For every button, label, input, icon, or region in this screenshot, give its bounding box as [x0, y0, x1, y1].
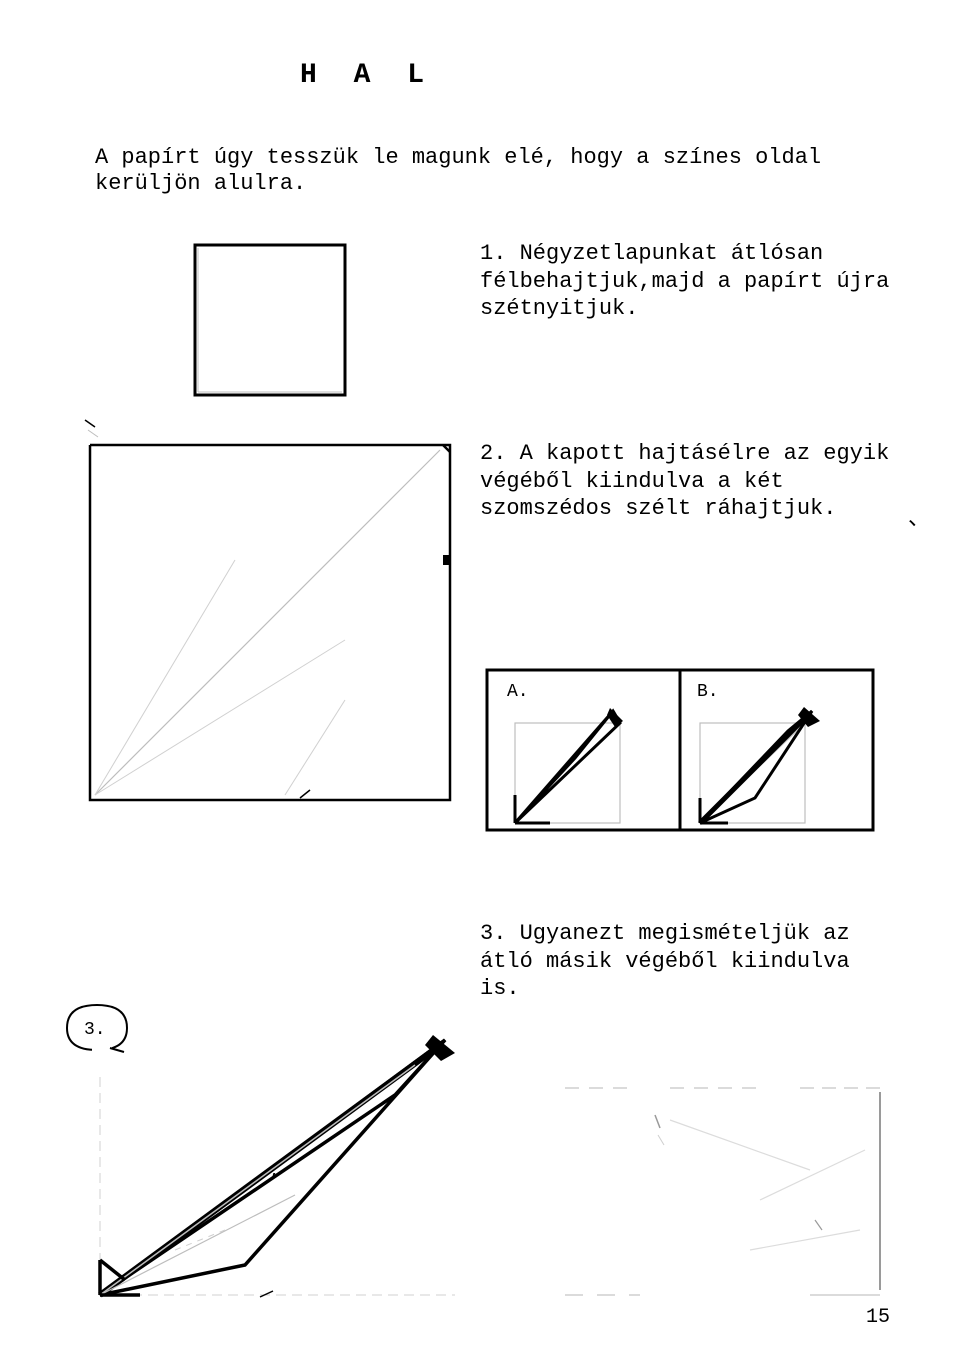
sub-label-b: B.: [697, 682, 719, 702]
intro-text: A papírt úgy tesszük le magunk elé, hogy…: [95, 145, 895, 198]
diagram-bottom-right-faint: [560, 1080, 890, 1305]
sub-label-a: A.: [507, 682, 529, 702]
diagram-step2: [85, 440, 455, 810]
stray-mark: 、: [908, 500, 930, 532]
page-title: H A L: [300, 60, 434, 91]
page: H A L A papírt úgy tesszük le magunk elé…: [0, 0, 960, 1357]
step2-text: 2. A kapott hajtásélre az egyik végéből …: [480, 440, 890, 523]
step2-num: 2.: [480, 441, 506, 466]
step3-body: Ugyanezt megismételjük az átló másik vég…: [480, 921, 850, 1001]
page-number: 15: [866, 1306, 890, 1329]
step1-body: Négyzetlapunkat átlósan félbehajtjuk,maj…: [480, 241, 889, 321]
diagram-step1: [190, 240, 350, 400]
step2-body: A kapott hajtásélre az egyik végéből kii…: [480, 441, 889, 521]
step1-text: 1. Négyzetlapunkat átlósan félbehajtjuk,…: [480, 240, 890, 323]
diagram-step2-sub: A. B.: [485, 668, 875, 833]
step3-text: 3. Ugyanezt megismételjük az átló másik …: [480, 920, 900, 1003]
diagram-step3: ,: [95, 1035, 465, 1305]
step1-num: 1.: [480, 241, 506, 266]
step3-num: 3.: [480, 921, 506, 946]
svg-text:,: ,: [270, 1162, 280, 1180]
